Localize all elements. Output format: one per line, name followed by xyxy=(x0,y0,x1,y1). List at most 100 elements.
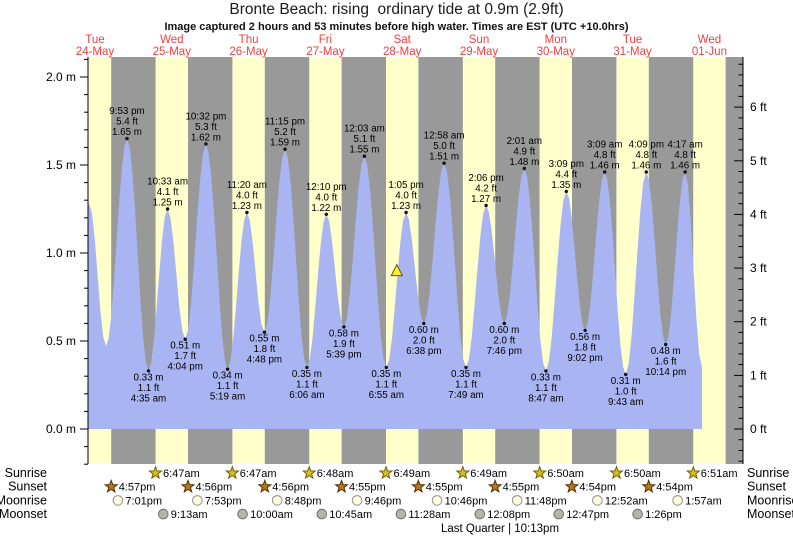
moonrise-icon xyxy=(271,495,283,506)
low-tide-label: 1.9 ft xyxy=(333,339,355,350)
sunrise-icon xyxy=(224,465,240,480)
tide-extreme-dot xyxy=(502,321,506,326)
low-tide-label: 0.56 m xyxy=(570,332,600,343)
sunset-time: 4:54pm xyxy=(656,482,693,494)
tide-extreme-dot xyxy=(283,147,287,151)
high-tide-label: 2:01 am xyxy=(507,136,542,147)
high-tide-label: 3:09 pm xyxy=(549,159,584,170)
sunset-time: 4:55pm xyxy=(426,482,463,494)
tide-extreme-dot xyxy=(204,142,208,146)
tide-extreme-dot xyxy=(564,189,568,194)
day-name-label: Fri xyxy=(319,34,332,46)
moonset-icon xyxy=(395,508,407,520)
right-axis-label: 4 ft xyxy=(750,207,767,221)
tide-extreme-dot xyxy=(664,342,668,347)
low-tide-label: 7:46 pm xyxy=(487,346,522,357)
high-tide-label: 4.4 ft xyxy=(555,169,577,180)
low-tide-label: 0.35 m xyxy=(292,369,322,380)
day-date-label: 28-May xyxy=(383,46,422,58)
low-tide-label: 0.33 m xyxy=(134,372,164,383)
tide-extreme-dot xyxy=(484,203,488,208)
high-tide-label: 1.65 m xyxy=(112,127,142,138)
tide-extreme-dot xyxy=(442,161,446,165)
tide-extreme-dot xyxy=(522,166,526,171)
high-tide-label: 4.8 ft xyxy=(594,150,616,161)
moonset-time: 1:26pm xyxy=(645,509,682,521)
low-tide-label: 0.35 m xyxy=(371,369,401,380)
day-date-label: 24-May xyxy=(76,46,115,58)
moonset-time: 11:28am xyxy=(408,509,450,521)
day-name-label: Wed xyxy=(160,34,183,46)
moonset-time: 10:00am xyxy=(250,509,293,521)
row-label-left-sunrise: Sunrise xyxy=(5,466,47,480)
row-label-left-moonrise: Moonrise xyxy=(0,493,47,507)
right-axis-label: 5 ft xyxy=(750,154,767,168)
sunset-time: 4:57pm xyxy=(119,482,156,494)
high-tide-label: 11:20 am xyxy=(227,180,267,191)
moon-phase-text: Last Quarter | 10:13pm xyxy=(441,523,559,535)
low-tide-label: 9:43 am xyxy=(608,397,643,408)
low-tide-label: 0.48 m xyxy=(651,346,681,357)
tide-extreme-dot xyxy=(544,369,548,373)
low-tide-label: 1.8 ft xyxy=(254,344,276,355)
tide-extreme-dot xyxy=(324,212,328,216)
tide-extreme-dot xyxy=(683,170,687,174)
night-band xyxy=(725,57,743,464)
high-tide-label: 4.0 ft xyxy=(315,192,337,203)
high-tide-label: 3:09 am xyxy=(587,140,622,151)
day-name-label: Thu xyxy=(239,34,259,46)
low-tide-label: 1.0 ft xyxy=(615,386,637,397)
tide-extreme-dot xyxy=(262,330,267,334)
low-tide-label: 0.35 m xyxy=(451,369,481,380)
sunrise-icon xyxy=(455,465,471,480)
low-tide-label: 0.55 m xyxy=(249,334,279,345)
low-tide-label: 1.1 ft xyxy=(375,379,397,390)
low-tide-label: 1.7 ft xyxy=(174,351,196,362)
left-axis-label: 2.0 m xyxy=(46,70,76,84)
day-name-label: Mon xyxy=(545,34,567,46)
day-date-label: 31-May xyxy=(613,46,652,58)
day-name-label: Tue xyxy=(623,34,642,46)
high-tide-label: 4.9 ft xyxy=(513,147,535,158)
moonrise-time: 7:01pm xyxy=(125,495,162,507)
high-tide-label: 1.35 m xyxy=(551,180,581,191)
right-axis-label: 1 ft xyxy=(750,368,767,382)
high-tide-label: 1.51 m xyxy=(429,152,459,163)
high-tide-label: 5.4 ft xyxy=(116,117,138,128)
high-tide-label: 12:58 am xyxy=(424,131,465,142)
low-tide-label: 0.34 m xyxy=(213,371,243,382)
tide-extreme-dot xyxy=(603,170,607,174)
page-title: Bronte Beach: rising ordinary tide at 0.… xyxy=(229,1,564,18)
high-tide-label: 5.0 ft xyxy=(433,141,455,152)
tide-extreme-dot xyxy=(225,367,230,371)
tide-extreme-dot xyxy=(362,154,367,158)
low-tide-label: 0.33 m xyxy=(531,372,561,383)
tide-event-labels: 9:53 pm5.4 ft1.65 m0.33 m1.1 ft4:35 am10… xyxy=(109,106,703,408)
low-tide-label: 1.1 ft xyxy=(535,383,557,394)
high-tide-label: 1.46 m xyxy=(670,161,700,172)
moonset-time: 9:13am xyxy=(171,509,208,521)
day-date-label: 26-May xyxy=(229,46,268,58)
axes xyxy=(80,57,744,465)
moonrise-time: 7:53pm xyxy=(205,495,242,507)
low-tide-label: 6:38 pm xyxy=(406,346,441,357)
moonrise-time: 12:52am xyxy=(605,495,648,507)
day-date-label: 01-Jun xyxy=(692,46,727,58)
moonset-icon xyxy=(474,508,486,520)
row-label-left-sunset: Sunset xyxy=(8,480,47,494)
tide-extreme-dot xyxy=(146,369,151,373)
tide-extreme-dot xyxy=(464,365,468,370)
low-tide-label: 8:47 am xyxy=(528,393,563,404)
high-tide-label: 5.3 ft xyxy=(195,122,217,133)
sunrise-icon xyxy=(301,465,317,480)
right-axis-label: 6 ft xyxy=(750,100,767,114)
right-axis-label: 2 ft xyxy=(750,315,767,329)
day-name-label: Sun xyxy=(469,34,489,46)
low-tide-label: 0.58 m xyxy=(329,328,359,339)
low-tide-label: 0.51 m xyxy=(170,341,200,352)
sunset-icon xyxy=(487,478,503,494)
moonrise-icon xyxy=(192,495,203,506)
high-tide-label: 1.27 m xyxy=(471,194,501,205)
low-tide-label: 0.60 m xyxy=(489,325,519,336)
high-tide-label: 12:10 pm xyxy=(306,182,347,193)
